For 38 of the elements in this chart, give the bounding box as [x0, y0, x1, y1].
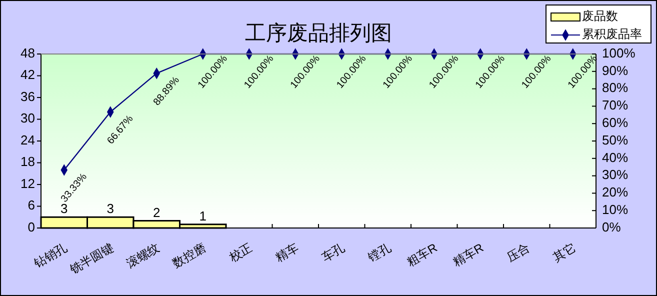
- y-tick-label: 0: [28, 219, 35, 234]
- y2-tick-label: 30%: [602, 167, 628, 182]
- y2-tick-label: 10%: [602, 202, 628, 218]
- y-tick-label: 42: [20, 67, 35, 82]
- y2-tick-label: 70%: [602, 98, 628, 113]
- y2-tick-label: 80%: [602, 80, 628, 96]
- legend-label: 废品数: [582, 9, 618, 24]
- x-tick-label: 车孔: [319, 240, 348, 265]
- y-tick-label: 24: [20, 132, 35, 148]
- y2-tick-label: 0%: [602, 219, 622, 234]
- y2-tick-label: 100%: [602, 45, 636, 60]
- x-tick-label: 滚螺纹: [124, 240, 162, 271]
- legend-label: 累积废品率: [582, 27, 642, 42]
- y-tick-label: 36: [20, 88, 35, 104]
- x-tick-label: 钻销孔: [30, 240, 70, 272]
- y2-tick-label: 40%: [602, 150, 628, 165]
- y-tick-label: 18: [20, 154, 35, 170]
- x-tick-label: 镗孔: [364, 240, 394, 266]
- data-label: 3: [106, 201, 114, 216]
- y-tick-label: 48: [20, 45, 35, 60]
- x-tick-label: 精车R: [450, 240, 486, 269]
- data-label: 2: [153, 204, 160, 220]
- x-tick-label: 压合: [504, 240, 532, 265]
- y-tick-label: 30: [20, 110, 35, 126]
- y-tick-label: 12: [20, 176, 35, 191]
- y2-tick-label: 20%: [602, 184, 628, 200]
- x-tick-label: 其它: [550, 240, 578, 265]
- chart-title: 工序废品排列图: [245, 21, 392, 45]
- x-tick-label: 数控磨: [170, 240, 208, 271]
- y-tick-label: 6: [28, 198, 35, 213]
- data-label: 3: [60, 201, 68, 216]
- y2-tick-label: 50%: [602, 132, 628, 148]
- x-tick-label: 精车: [273, 240, 301, 265]
- y2-tick-label: 60%: [602, 115, 628, 130]
- x-tick-label: 粗车R: [404, 240, 440, 269]
- y2-tick-label: 90%: [602, 62, 628, 78]
- data-label: 1: [199, 208, 206, 224]
- x-tick-label: 校正: [226, 240, 255, 266]
